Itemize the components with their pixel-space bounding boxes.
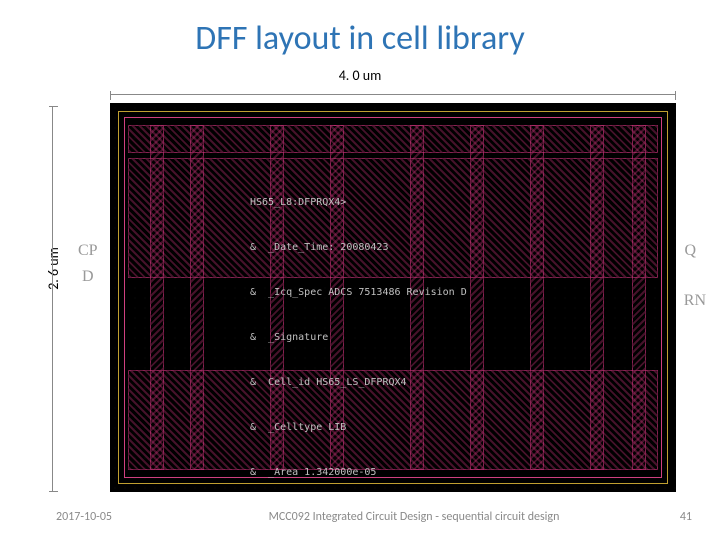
- cell-line: & _Date_Time: 20080423: [250, 240, 467, 255]
- cell-line: & _Signature: [250, 330, 467, 345]
- cell-line: & _Celltype LIB: [250, 420, 467, 435]
- dimension-left-bar: [52, 106, 53, 492]
- dimension-top-bar: [110, 94, 676, 95]
- cell-line: & _Icq_Spec ADCS 7513486 Revision D: [250, 285, 467, 300]
- metal-stripe: [150, 125, 164, 470]
- footer-course: MCC092 Integrated Circuit Design - seque…: [176, 510, 652, 524]
- dimension-left-label: 2. 6 um: [45, 247, 62, 290]
- metal-region: [128, 125, 658, 153]
- cell-line: & Cell_id HS65_LS_DFPRQX4: [250, 375, 467, 390]
- metal-stripe: [632, 125, 646, 470]
- cell-line: & _Area 1.342000e-05: [250, 465, 467, 480]
- cell-metadata-text: HS65_L8:DFPRQX4> & _Date_Time: 20080423 …: [250, 165, 467, 492]
- dimension-top-label: 4. 0 um: [0, 67, 720, 84]
- metal-stripe: [470, 125, 484, 470]
- pin-label-cp: CP: [78, 242, 98, 260]
- footer-page-number: 41: [652, 510, 692, 524]
- slide-footer: 2017-10-05 MCC092 Integrated Circuit Des…: [0, 510, 720, 524]
- footer-date: 2017-10-05: [56, 510, 176, 524]
- page-title: DFF layout in cell library: [0, 0, 720, 59]
- metal-stripe: [590, 125, 604, 470]
- pin-label-q: Q: [684, 242, 696, 260]
- cell-header: HS65_L8:DFPRQX4>: [250, 195, 467, 210]
- chip-layout-image: HS65_L8:DFPRQX4> & _Date_Time: 20080423 …: [110, 103, 676, 492]
- metal-stripe: [530, 125, 544, 470]
- pin-label-d: D: [82, 268, 94, 286]
- pin-label-rn: RN: [684, 292, 706, 310]
- metal-stripe: [190, 125, 204, 470]
